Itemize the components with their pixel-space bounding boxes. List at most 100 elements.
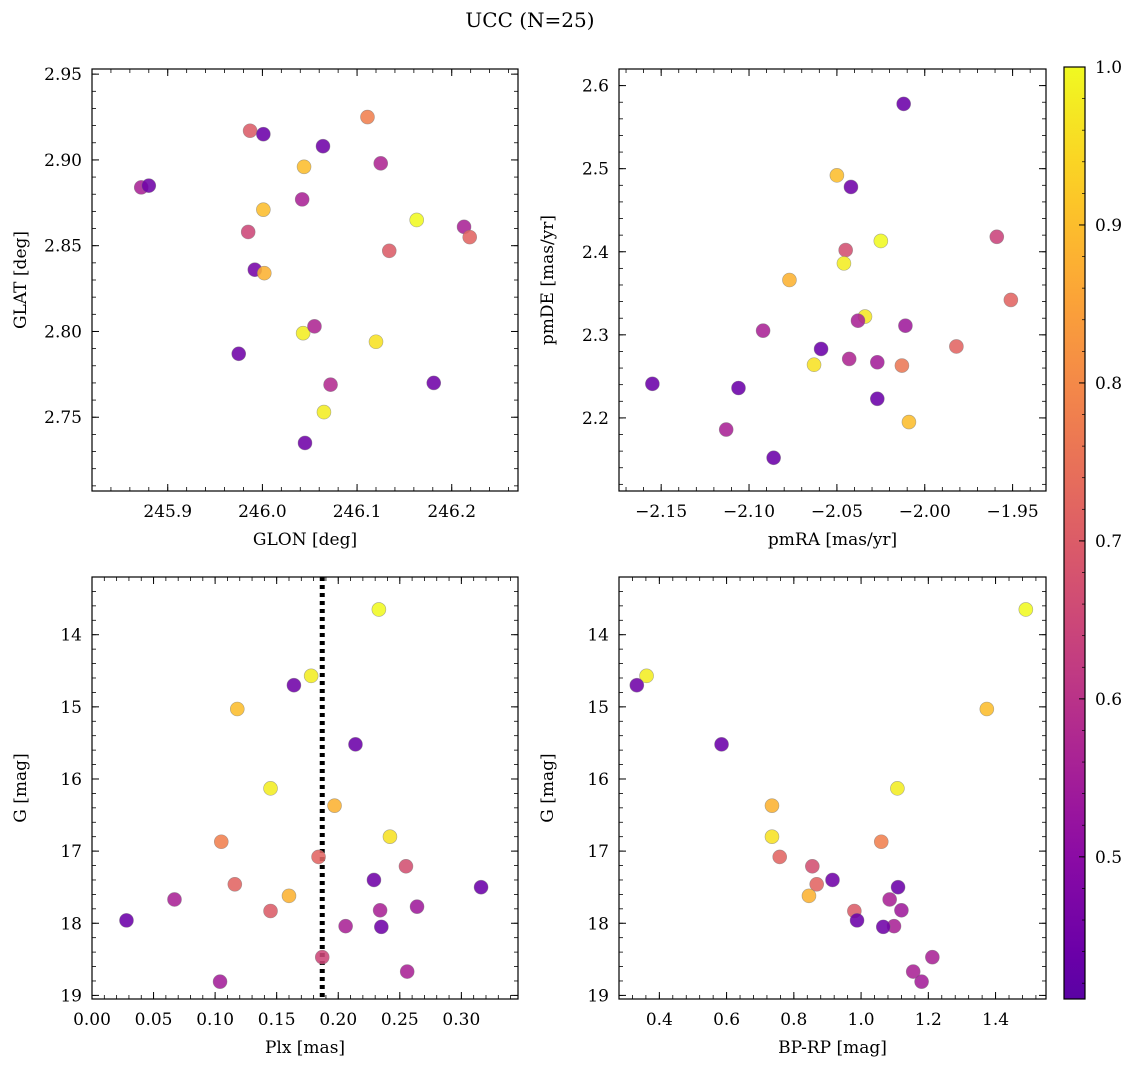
data-point	[167, 892, 182, 907]
colorbar-tick-label: 0.8	[1095, 374, 1122, 394]
data-point	[462, 229, 478, 245]
x-tick-label: 0.8	[780, 1010, 807, 1030]
data-point	[256, 126, 271, 142]
data-point	[979, 701, 995, 717]
data-point	[882, 892, 897, 907]
colorbar-tick-label: 0.9	[1095, 216, 1122, 236]
data-point	[141, 178, 157, 193]
data-point	[829, 168, 845, 183]
data-point	[645, 376, 660, 392]
x-axis-label: Plx [mas]	[265, 1038, 345, 1058]
colorbar-tick-label: 0.6	[1095, 690, 1122, 710]
data-point	[399, 964, 415, 979]
x-tick-label: 1.0	[848, 1010, 875, 1030]
y-tick-label: 16	[60, 770, 82, 790]
y-tick-label: 2.90	[44, 151, 82, 171]
colorbar-gradient	[1063, 66, 1086, 1000]
panel-1: 245.9 246.0 246.1 246.2 2.75 2.80 2.85 2.90 2.95…	[11, 65, 519, 550]
data-point	[381, 243, 397, 259]
data-point	[371, 602, 387, 617]
x-tick-label: 0.20	[319, 1010, 357, 1030]
data-point	[227, 877, 243, 892]
data-point	[764, 798, 780, 813]
data-point	[896, 96, 911, 112]
data-point	[805, 858, 820, 874]
figure-title: UCC (N=25)	[465, 8, 595, 32]
x-tick-label: −2.00	[899, 502, 951, 522]
data-point	[297, 435, 313, 451]
data-point	[1018, 602, 1034, 617]
panel-2: −2.15 −2.10 −2.05 −2.00 −1.95 2.2 2.3 2.4 2.5 2.6…	[538, 68, 1047, 550]
data-point	[231, 346, 247, 362]
data-point	[311, 849, 326, 865]
plot-frame	[91, 68, 519, 492]
panel-3: 0.00 0.05 0.10 0.15 0.20 0.25 0.30 14 15 16 17 18 19…	[11, 576, 519, 1058]
data-point	[374, 919, 389, 935]
y-tick-label: 14	[60, 626, 82, 646]
x-tick-label: 245.9	[143, 502, 192, 522]
data-point	[838, 242, 853, 258]
data-point	[373, 156, 389, 171]
data-point	[314, 949, 330, 965]
data-point	[303, 668, 319, 684]
x-axis-label: GLON [deg]	[253, 530, 357, 550]
data-point	[714, 737, 729, 752]
y-tick-label: 16	[587, 770, 609, 790]
data-point	[639, 668, 654, 684]
data-point	[426, 375, 442, 391]
x-tick-label: 246.2	[427, 502, 476, 522]
y-axis-label: GLAT [deg]	[11, 231, 31, 329]
y-tick-label: 15	[60, 698, 82, 718]
data-point	[382, 829, 398, 844]
colorbar-tick-label: 0.7	[1095, 532, 1122, 552]
data-point	[263, 903, 278, 919]
data-point	[949, 339, 964, 354]
data-point	[212, 974, 228, 989]
data-point	[782, 272, 797, 288]
y-tick-label: 19	[587, 986, 609, 1006]
data-point	[870, 391, 885, 407]
data-point	[755, 323, 771, 338]
data-point	[242, 123, 258, 139]
x-tick-label: 246.0	[238, 502, 287, 522]
y-tick-label: 2.85	[44, 237, 82, 257]
data-point	[989, 229, 1005, 245]
data-point	[806, 357, 822, 373]
data-point	[286, 677, 302, 693]
data-point	[473, 879, 489, 895]
data-point	[307, 319, 322, 334]
data-point	[841, 351, 857, 367]
y-tick-label: 2.4	[582, 243, 609, 263]
data-point	[898, 318, 913, 333]
y-axis-label: G [mag]	[538, 753, 558, 822]
data-point	[836, 256, 852, 271]
data-point	[409, 212, 425, 228]
plot-frame	[91, 576, 519, 1000]
data-point	[119, 913, 134, 928]
y-tick-label: 19	[60, 986, 82, 1006]
colorbar: 0.5 0.6 0.7 0.8 0.9 1.0	[1063, 58, 1122, 1000]
data-point	[372, 902, 388, 918]
y-tick-label: 2.80	[44, 322, 82, 342]
data-point	[766, 450, 781, 466]
data-point	[409, 899, 425, 914]
data-point	[229, 701, 245, 717]
y-tick-label: 18	[587, 914, 609, 934]
data-point	[801, 888, 817, 904]
y-tick-label: 2.6	[582, 77, 609, 97]
data-point	[360, 109, 375, 125]
x-tick-label: −1.95	[987, 502, 1039, 522]
data-point	[772, 849, 788, 865]
data-point	[315, 138, 331, 154]
data-point	[873, 834, 889, 850]
y-tick-label: 2.95	[44, 65, 82, 85]
x-tick-label: 0.05	[135, 1010, 173, 1030]
y-tick-label: 17	[60, 842, 82, 862]
data-point	[718, 422, 734, 437]
data-point	[825, 872, 840, 888]
data-point	[316, 404, 332, 420]
y-tick-label: 2.3	[582, 326, 609, 346]
data-point	[296, 159, 312, 175]
data-point	[213, 834, 229, 850]
